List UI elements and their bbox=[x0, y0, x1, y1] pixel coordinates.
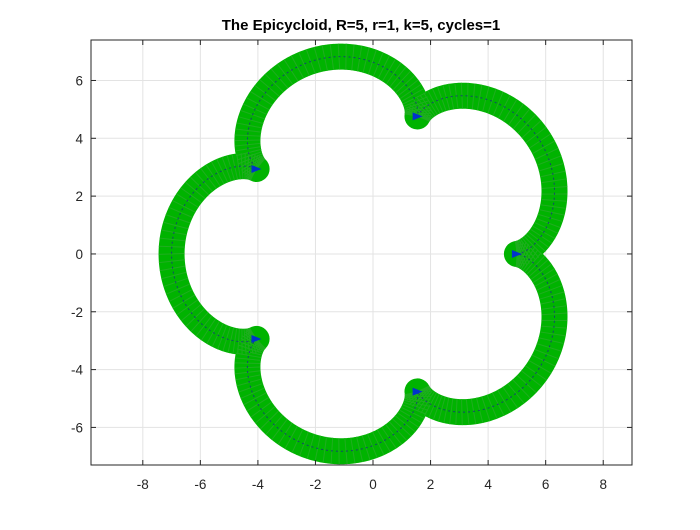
y-tick-label: 0 bbox=[75, 247, 83, 262]
x-tick-label: 8 bbox=[599, 477, 607, 492]
spoke bbox=[234, 140, 260, 141]
x-tick-label: 4 bbox=[484, 477, 492, 492]
chart-title: The Epicycloid, R=5, r=1, k=5, cycles=1 bbox=[222, 17, 501, 34]
y-tick-label: -6 bbox=[71, 420, 83, 435]
y-tick-label: 4 bbox=[75, 131, 83, 146]
x-tick-label: -4 bbox=[252, 477, 264, 492]
y-axis-ticks: -6 -4 -2 0 2 4 6 bbox=[71, 73, 632, 435]
y-tick-label: -4 bbox=[71, 363, 83, 378]
y-tick-label: -2 bbox=[71, 305, 83, 320]
spoke bbox=[235, 363, 261, 364]
spoke bbox=[462, 399, 463, 425]
x-tick-label: 6 bbox=[542, 477, 550, 492]
x-tick-label: -6 bbox=[194, 477, 206, 492]
x-tick-label: -8 bbox=[137, 477, 149, 492]
x-tick-label: 0 bbox=[369, 477, 377, 492]
y-tick-label: 6 bbox=[75, 73, 83, 88]
x-tick-label: -2 bbox=[309, 477, 321, 492]
x-tick-label: 2 bbox=[427, 477, 435, 492]
y-tick-label: 2 bbox=[75, 189, 83, 204]
